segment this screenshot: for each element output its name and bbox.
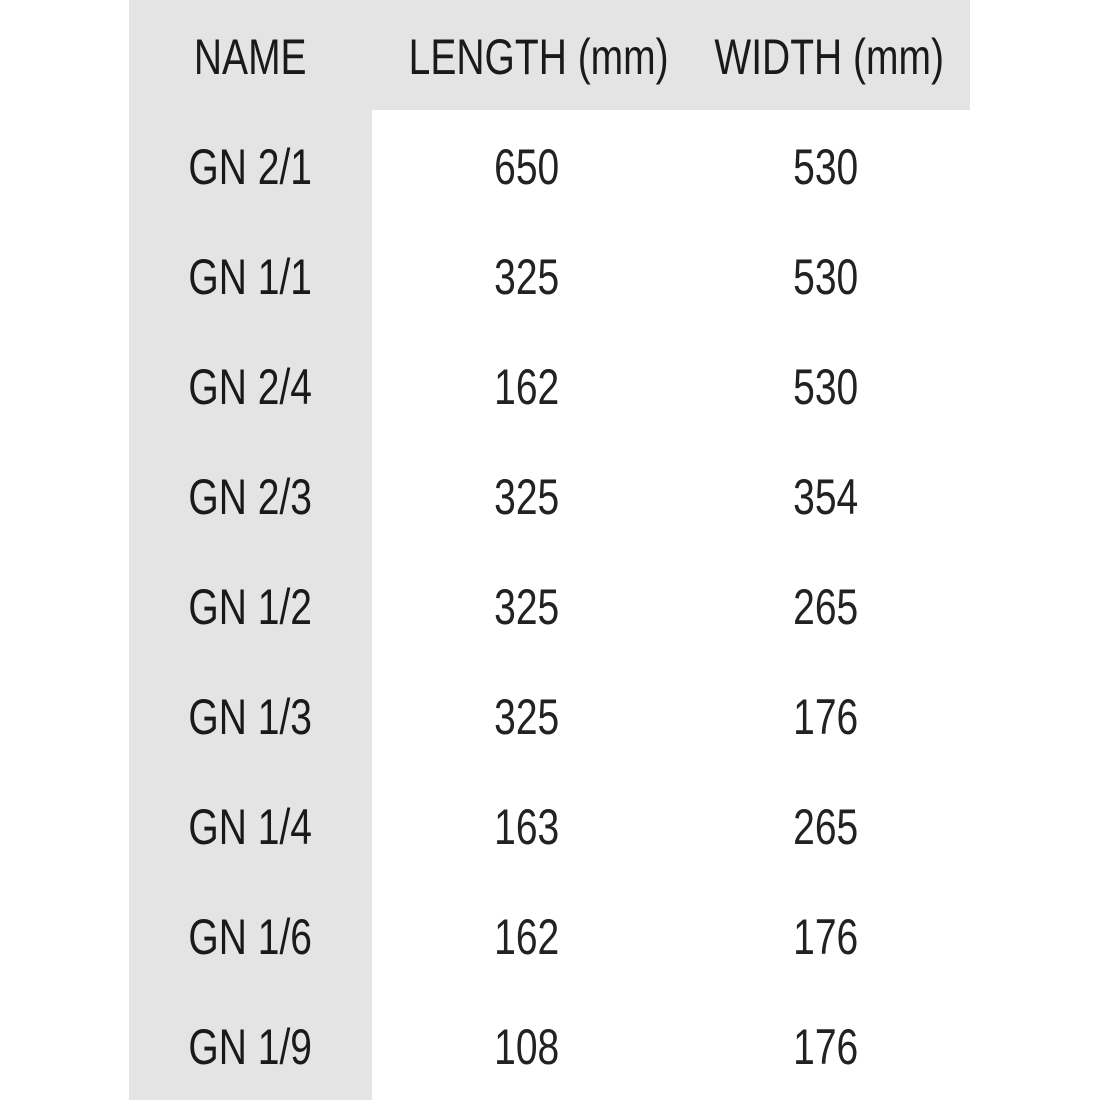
header-length: LENGTH (mm) (372, 2, 682, 112)
length-cell: 108 (372, 992, 682, 1102)
name-cell-text: GN 1/4 (188, 799, 313, 855)
header-name-text: NAME (194, 29, 307, 85)
name-cell-text: GN 2/3 (188, 469, 313, 525)
width-cell: 265 (682, 552, 970, 662)
width-cell-text: 176 (793, 689, 859, 745)
length-cell-text: 325 (494, 249, 560, 305)
length-cell: 325 (372, 442, 682, 552)
width-cell-text: 354 (793, 469, 859, 525)
name-cell-text: GN 1/6 (188, 909, 313, 965)
name-column-background (129, 0, 372, 1100)
length-cell-text: 650 (494, 139, 560, 195)
name-cell: GN 2/4 (129, 332, 372, 442)
name-cell: GN 1/6 (129, 882, 372, 992)
length-cell: 650 (372, 112, 682, 222)
name-cell: GN 1/4 (129, 772, 372, 882)
length-cell-text: 162 (494, 909, 560, 965)
width-cell-text: 265 (793, 579, 859, 635)
name-cell-text: GN 1/3 (188, 689, 313, 745)
header-width-text: WIDTH (mm) (714, 29, 944, 85)
length-cell: 162 (372, 332, 682, 442)
name-cell-text: GN 2/4 (188, 359, 313, 415)
name-cell-text: GN 1/9 (188, 1019, 313, 1075)
width-cell-text: 530 (793, 359, 859, 415)
header-length-text: LENGTH (mm) (408, 29, 669, 85)
length-cell: 162 (372, 882, 682, 992)
width-cell-text: 176 (793, 909, 859, 965)
length-cell: 163 (372, 772, 682, 882)
name-cell: GN 2/3 (129, 442, 372, 552)
length-cell-text: 325 (494, 579, 560, 635)
width-cell-text: 265 (793, 799, 859, 855)
width-cell: 176 (682, 882, 970, 992)
length-cell: 325 (372, 662, 682, 772)
length-cell-text: 163 (494, 799, 560, 855)
width-cell: 530 (682, 112, 970, 222)
length-cell-text: 325 (494, 469, 560, 525)
name-cell: GN 1/3 (129, 662, 372, 772)
name-cell: GN 1/9 (129, 992, 372, 1102)
length-cell: 325 (372, 552, 682, 662)
name-cell-text: GN 2/1 (188, 139, 313, 195)
header-name: NAME (129, 2, 372, 112)
width-cell: 176 (682, 992, 970, 1102)
name-cell: GN 1/1 (129, 222, 372, 332)
length-cell-text: 108 (494, 1019, 560, 1075)
width-cell-text: 530 (793, 139, 859, 195)
length-cell: 325 (372, 222, 682, 332)
header-width: WIDTH (mm) (682, 2, 970, 112)
name-cell: GN 2/1 (129, 112, 372, 222)
length-cell-text: 325 (494, 689, 560, 745)
width-cell: 530 (682, 222, 970, 332)
width-cell: 354 (682, 442, 970, 552)
length-cell-text: 162 (494, 359, 560, 415)
width-cell: 176 (682, 662, 970, 772)
width-cell-text: 530 (793, 249, 859, 305)
name-cell: GN 1/2 (129, 552, 372, 662)
width-cell: 265 (682, 772, 970, 882)
name-cell-text: GN 1/1 (188, 249, 313, 305)
name-cell-text: GN 1/2 (188, 579, 313, 635)
width-cell-text: 176 (793, 1019, 859, 1075)
width-cell: 530 (682, 332, 970, 442)
